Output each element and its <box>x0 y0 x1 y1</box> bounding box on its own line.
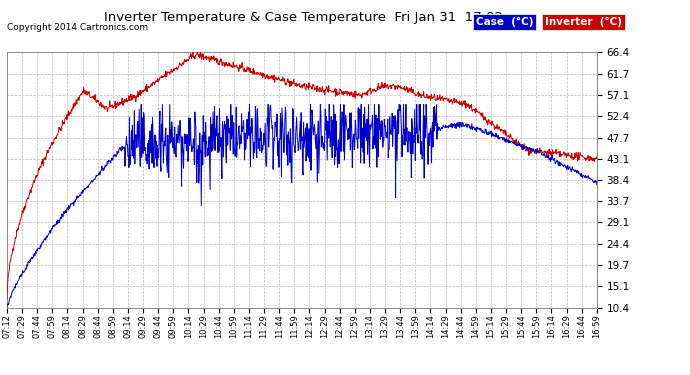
Text: Case  (°C): Case (°C) <box>476 17 533 27</box>
Text: Copyright 2014 Cartronics.com: Copyright 2014 Cartronics.com <box>7 22 148 32</box>
Text: Inverter Temperature & Case Temperature  Fri Jan 31  17:02: Inverter Temperature & Case Temperature … <box>104 11 503 24</box>
Text: Inverter  (°C): Inverter (°C) <box>545 17 622 27</box>
